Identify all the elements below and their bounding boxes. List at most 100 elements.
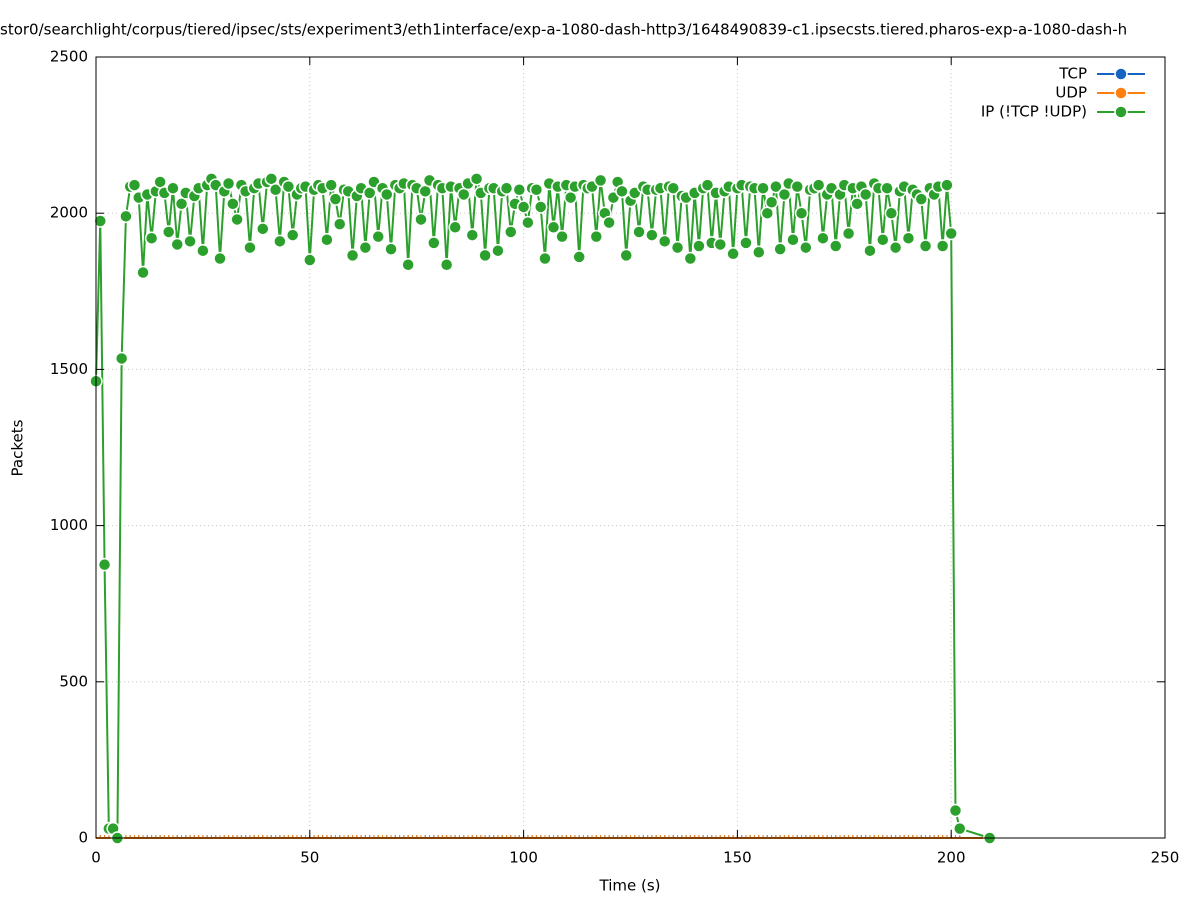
data-point <box>136 265 150 280</box>
data-point <box>268 183 283 197</box>
data-point <box>602 215 616 230</box>
data-point <box>888 240 903 255</box>
data-point <box>221 176 236 191</box>
data-point <box>935 239 950 253</box>
data-point <box>427 236 441 250</box>
data-point <box>794 206 809 220</box>
y-tick-label: 1500 <box>50 360 88 378</box>
x-tick-label: 100 <box>509 849 538 867</box>
data-point <box>726 247 740 261</box>
y-tick-label: 1000 <box>50 516 88 534</box>
legend-marker <box>1114 67 1128 81</box>
data-point <box>243 240 257 255</box>
data-point <box>876 233 890 247</box>
plot <box>89 172 997 845</box>
data-point <box>619 248 633 263</box>
data-point <box>533 200 548 214</box>
data-point <box>670 240 685 255</box>
data-point <box>752 245 766 259</box>
data-point <box>538 251 552 266</box>
data-point <box>944 226 958 241</box>
legend-marker <box>1114 105 1128 119</box>
data-point <box>478 248 492 263</box>
data-point <box>546 220 561 235</box>
data-point <box>773 242 787 256</box>
chart-title: stor0/searchlight/corpus/tiered/ipsec/st… <box>0 21 1127 39</box>
data-point <box>127 178 142 192</box>
data-point <box>114 351 129 366</box>
legend-label: UDP <box>1055 84 1087 102</box>
data-point <box>213 251 227 266</box>
series-line <box>95 177 990 839</box>
data-point <box>97 557 112 572</box>
legend-label: IP (!TCP !UDP) <box>981 103 1087 121</box>
data-point <box>324 178 338 192</box>
data-point <box>512 183 527 197</box>
data-point <box>448 220 462 235</box>
data-point <box>713 237 728 252</box>
x-tick-label: 200 <box>937 849 966 867</box>
data-point <box>666 181 681 195</box>
y-tick-label: 2500 <box>50 48 88 66</box>
data-point <box>281 179 296 194</box>
data-point <box>119 209 133 224</box>
data-point <box>439 257 454 272</box>
data-point <box>683 251 698 266</box>
data-point <box>504 225 518 239</box>
x-tick-label: 50 <box>300 849 319 867</box>
data-point <box>657 234 672 249</box>
data-point <box>645 228 659 242</box>
data-point <box>918 239 933 253</box>
data-point <box>764 195 779 210</box>
data-point <box>739 236 753 250</box>
data-point <box>230 212 244 227</box>
data-point <box>285 228 300 242</box>
data-point <box>790 179 805 194</box>
data-point <box>850 197 864 211</box>
data-point <box>816 231 830 245</box>
data-point <box>93 214 108 228</box>
data-point <box>384 242 398 256</box>
x-axis-label: Time (s) <box>599 877 661 895</box>
x-tick-label: 150 <box>723 849 752 867</box>
data-point <box>499 181 514 195</box>
data-point <box>320 233 334 247</box>
data-point <box>841 226 856 241</box>
data-point <box>345 248 360 263</box>
data-point <box>328 192 343 206</box>
data-point <box>799 240 813 255</box>
data-point <box>940 178 954 192</box>
x-tick-label: 0 <box>91 849 101 867</box>
data-point <box>170 237 184 252</box>
data-point <box>371 229 385 244</box>
legend-label: TCP <box>1058 65 1087 83</box>
data-point <box>401 257 415 272</box>
data-point <box>256 222 270 236</box>
data-point <box>884 206 899 220</box>
data-point <box>756 181 770 195</box>
data-point <box>858 187 873 202</box>
data-point <box>465 228 480 242</box>
data-point <box>692 239 706 253</box>
data-point <box>166 181 180 195</box>
data-point <box>183 234 197 249</box>
data-point <box>589 229 604 244</box>
data-point <box>358 240 373 255</box>
data-point <box>901 231 916 245</box>
data-point <box>491 243 505 258</box>
data-point <box>572 250 586 264</box>
data-point <box>144 231 159 245</box>
data-point <box>161 225 176 239</box>
data-point <box>811 178 826 192</box>
data-point <box>555 229 569 244</box>
data-point <box>948 803 963 818</box>
data-point <box>414 212 428 227</box>
data-point <box>273 234 287 249</box>
x-tick-label: 250 <box>1151 849 1180 867</box>
y-tick-label: 500 <box>59 672 88 690</box>
legend-marker <box>1114 86 1128 100</box>
grid <box>95 56 1166 839</box>
data-point <box>529 183 544 197</box>
data-point <box>615 184 629 199</box>
y-axis-label: Packets <box>9 419 27 476</box>
